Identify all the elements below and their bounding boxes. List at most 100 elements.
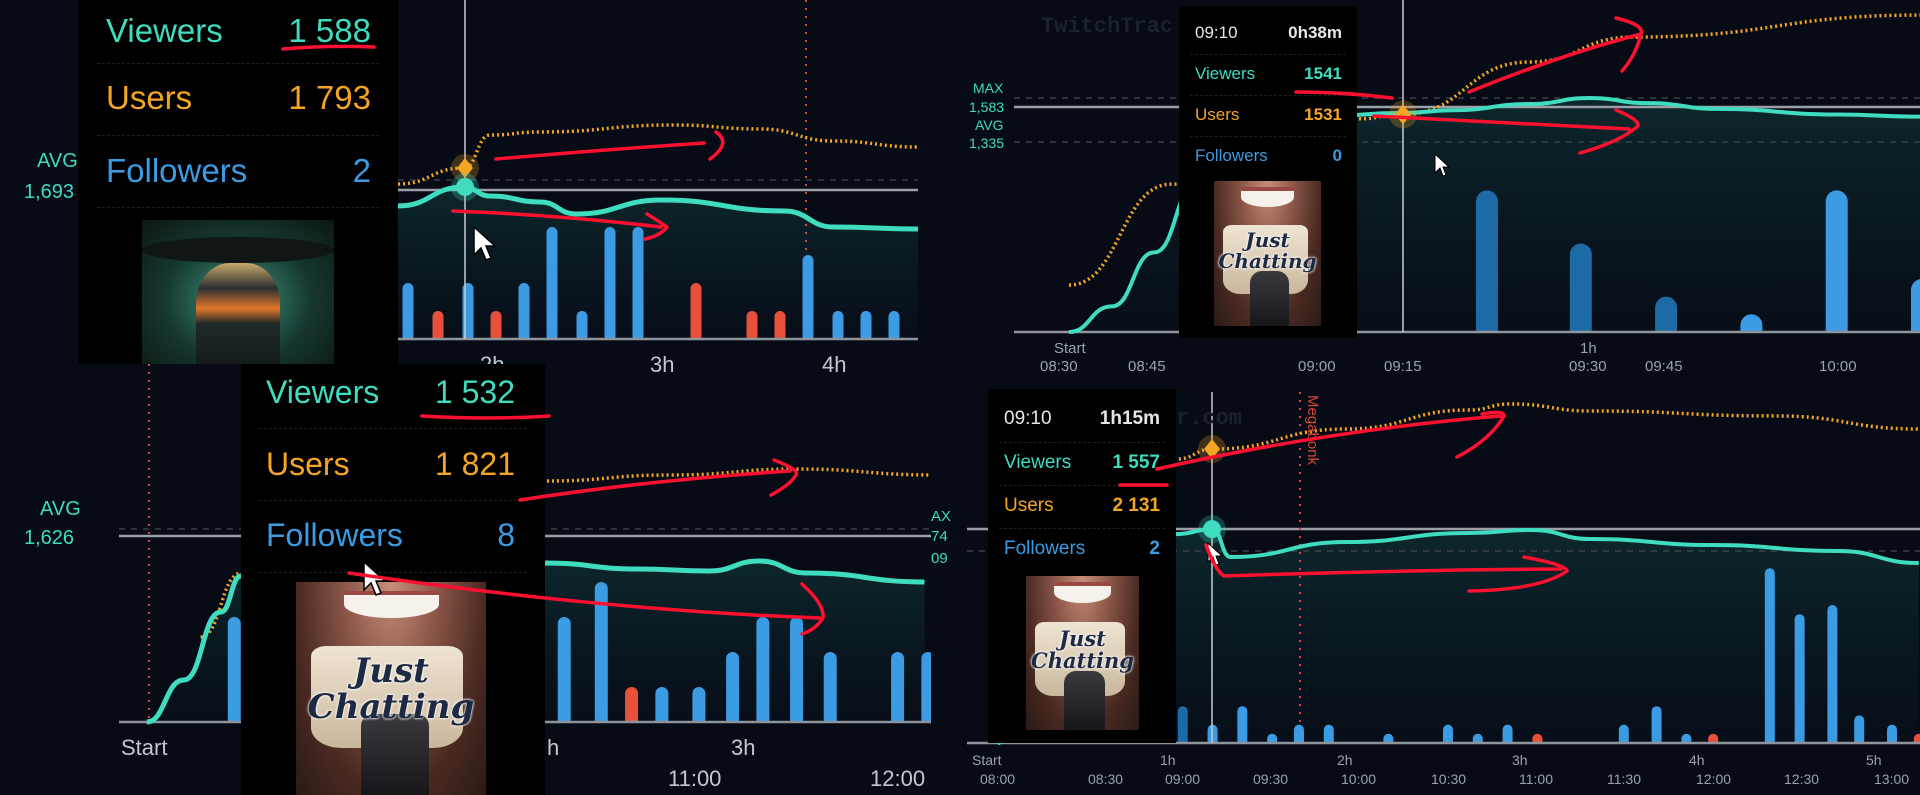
follower-bar [756,617,770,729]
tooltip-row-followers: Followers 8 [241,512,545,558]
users-value: 1 793 [288,79,371,116]
x-time-label: 09:30 [1569,358,1607,375]
follower-bar [655,687,669,729]
divider [97,135,379,136]
follower-bar [888,311,900,345]
follower-bar [546,227,558,345]
x-time-label: 09:00 [1165,771,1201,787]
tooltip-bottom-left: Viewers 1 532 Users 1 821 Followers 8 Ju… [241,364,545,795]
users-value: 1 821 [434,445,515,482]
users-value: 2 131 [1112,495,1160,516]
x-time-label: 11:00 [1519,771,1553,787]
tooltip-row-followers: Followers 2 [78,148,398,194]
follower-bar [402,283,414,345]
users-diamond-marker [457,157,473,178]
x-time-label: 10:30 [1431,771,1467,787]
followers-value: 2 [352,152,371,189]
followers-label: Followers [266,516,403,553]
viewers-value: 1 557 [1112,452,1160,473]
x-label: 4h [1689,752,1705,768]
x-time-label: 10:00 [1341,771,1377,787]
tooltip-row-time: 09:10 0h38m [1179,20,1357,46]
tooltip-row-users: Users 1531 [1179,102,1357,128]
follower-bar [1794,614,1805,748]
divider [259,500,527,501]
follower-bar [790,617,804,729]
follower-bar [1569,243,1592,343]
x-time-label: 12:00 [1696,771,1732,787]
tooltip-row-users: Users 2 131 [988,492,1176,520]
x-time-label: 08:45 [1128,358,1166,375]
follower-bar [1177,706,1188,748]
max-label: MAX [973,80,1004,96]
viewers-dot-marker [1203,520,1221,539]
tooltip-row-followers: Followers 0 [1179,143,1357,169]
art-title-line: Chatting [1031,648,1134,674]
chart-top-left [397,0,919,364]
follower-bar [891,652,905,729]
follower-bar [462,283,474,345]
x-time-label: 12:00 [870,766,926,791]
users-label: Users [106,79,193,116]
art-title-line: Just [353,651,429,692]
tooltip-row-viewers: Viewers 1 532 [241,369,545,415]
art-title-line: Just [1059,626,1106,652]
mouse-cursor-icon [1434,153,1451,177]
x-time-label: 13:00 [1874,771,1910,787]
x-label: 3h [650,352,675,377]
divider [999,528,1165,529]
x-label: 2h [1337,752,1353,768]
users-label: Users [1195,105,1240,124]
x-time-label: 09:15 [1384,358,1422,375]
tooltip-row-time: 09:10 1h15m [988,405,1176,433]
divider [1189,136,1347,137]
follower-bar [832,311,844,345]
art-title-line: Just [1245,228,1290,253]
x-label: 3h [731,735,756,760]
follower-bar [1237,706,1248,748]
just-chatting-box-art: Just Chatting [1214,181,1321,326]
just-chatting-box-art: Just Chatting [1026,576,1139,730]
mouse-cursor-icon [363,560,387,596]
follower-bar [632,227,644,345]
tooltip-row-followers: Followers 2 [988,535,1176,563]
follower-bar [1475,190,1498,343]
avg-label: AVG [40,498,81,520]
x-label: 1h [1160,752,1176,768]
avg-value: 1,626 [24,527,75,549]
duration-value: 0h38m [1288,23,1342,42]
x-label: 1h [1580,340,1597,357]
follower-bar [594,582,608,729]
tooltip-top-left: Viewers 1 588 Users 1 793 Followers 2 [78,0,398,364]
x-time-label: 12:30 [1784,771,1820,787]
follower-bar [576,311,588,345]
watermark: TwitchTrac [1041,14,1174,39]
follower-bar [1827,605,1838,748]
followers-value: 2 [1149,538,1160,559]
x-time-label: 10:00 [1819,358,1857,375]
avg-value-fragment: 09 [931,550,948,567]
follower-bar [726,652,740,729]
follower-bar [432,311,444,345]
viewers-label: Viewers [266,373,380,410]
follower-bar [746,311,758,345]
follower-bar [1854,715,1865,748]
axis-mask [398,339,918,364]
x-time-label: 09:00 [1298,358,1336,375]
viewers-label: Viewers [106,12,223,49]
axis-mask [1014,332,1920,380]
divider [259,572,527,573]
game-box-art [142,220,334,364]
event-label-megabonk[interactable]: Megabonk [1304,395,1321,466]
follower-bar [860,311,872,345]
follower-bar [1911,279,1920,343]
followers-value: 0 [1332,146,1342,165]
divider [1189,54,1347,55]
follower-bar [921,652,931,729]
tooltip-row-users: Users 1 793 [78,75,398,121]
follower-bar [604,227,616,345]
x-time-label: 08:30 [1040,358,1078,375]
avg-label: AVG [975,117,1004,133]
divider [259,428,527,429]
axis-mask [967,743,1920,795]
